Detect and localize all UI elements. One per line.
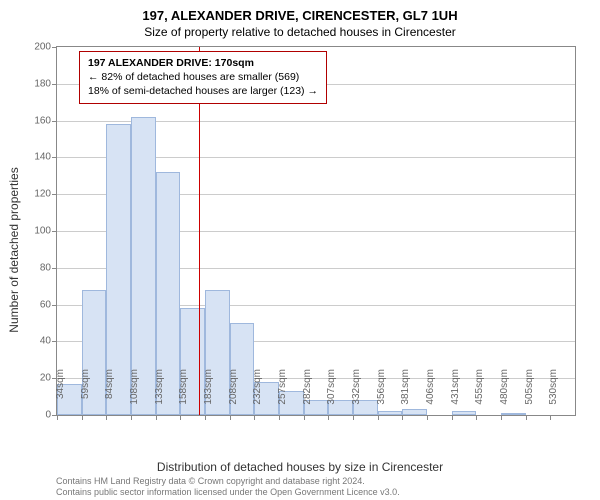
y-axis-label: Number of detached properties bbox=[7, 167, 21, 332]
ytick-label: 140 bbox=[34, 152, 57, 163]
x-axis-label: Distribution of detached houses by size … bbox=[157, 460, 443, 474]
xtick-label: 108sqm bbox=[129, 369, 140, 419]
xtick-label: 307sqm bbox=[326, 369, 337, 419]
plot-region: 02040608010012014016018020034sqm59sqm84s… bbox=[56, 46, 576, 416]
ytick-label: 40 bbox=[40, 336, 57, 347]
xtick-label: 356sqm bbox=[376, 369, 387, 419]
annotation-line-3: 18% of semi-detached houses are larger (… bbox=[88, 84, 318, 98]
footer-line-2: Contains public sector information licen… bbox=[56, 487, 400, 498]
xtick-label: 257sqm bbox=[277, 369, 288, 419]
xtick-label: 480sqm bbox=[499, 369, 510, 419]
xtick-label: 406sqm bbox=[425, 369, 436, 419]
annotation-box: 197 ALEXANDER DRIVE: 170sqm← 82% of deta… bbox=[79, 51, 327, 104]
xtick-label: 505sqm bbox=[524, 369, 535, 419]
xtick-label: 381sqm bbox=[400, 369, 411, 419]
chart-subtitle: Size of property relative to detached ho… bbox=[0, 23, 600, 43]
attribution-footer: Contains HM Land Registry data © Crown c… bbox=[56, 476, 400, 499]
footer-line-1: Contains HM Land Registry data © Crown c… bbox=[56, 476, 400, 487]
xtick-label: 208sqm bbox=[228, 369, 239, 419]
chart-plot-area: 02040608010012014016018020034sqm59sqm84s… bbox=[56, 46, 576, 416]
xtick-label: 455sqm bbox=[474, 369, 485, 419]
xtick-label: 431sqm bbox=[450, 369, 461, 419]
ytick-label: 180 bbox=[34, 78, 57, 89]
xtick-label: 332sqm bbox=[351, 369, 362, 419]
chart-title-address: 197, ALEXANDER DRIVE, CIRENCESTER, GL7 1… bbox=[0, 0, 600, 23]
xtick-label: 84sqm bbox=[104, 369, 115, 419]
ytick-label: 120 bbox=[34, 189, 57, 200]
xtick-label: 183sqm bbox=[203, 369, 214, 419]
ytick-label: 100 bbox=[34, 226, 57, 237]
xtick-label: 282sqm bbox=[302, 369, 313, 419]
xtick-label: 158sqm bbox=[178, 369, 189, 419]
annotation-line-1: 197 ALEXANDER DRIVE: 170sqm bbox=[88, 56, 318, 70]
annotation-line-2: ← 82% of detached houses are smaller (56… bbox=[88, 70, 318, 84]
xtick-label: 232sqm bbox=[252, 369, 263, 419]
xtick-label: 133sqm bbox=[154, 369, 165, 419]
ytick-label: 80 bbox=[40, 262, 57, 273]
xtick-label: 530sqm bbox=[548, 369, 559, 419]
xtick-label: 59sqm bbox=[80, 369, 91, 419]
xtick-label: 34sqm bbox=[55, 369, 66, 419]
ytick-label: 160 bbox=[34, 115, 57, 126]
ytick-label: 60 bbox=[40, 299, 57, 310]
ytick-label: 200 bbox=[34, 42, 57, 53]
